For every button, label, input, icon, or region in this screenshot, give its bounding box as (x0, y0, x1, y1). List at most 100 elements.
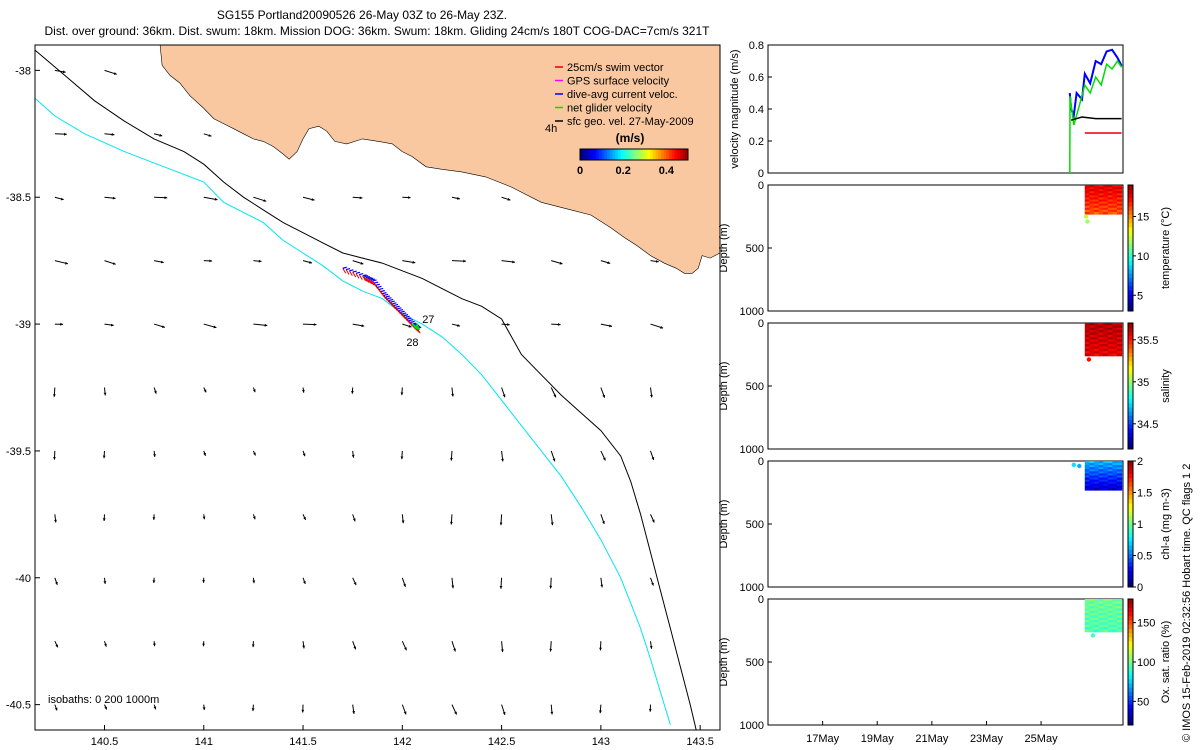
profile-cell (1084, 467, 1090, 470)
cbar-tick-label: 2 (1137, 456, 1143, 468)
profile-outlier (1085, 219, 1090, 224)
cbar-cell (1128, 264, 1133, 270)
profile-cell (1094, 201, 1100, 205)
profile-cell (1084, 337, 1090, 340)
profile-cell (1094, 341, 1100, 345)
sfc-vel-arrowhead (162, 325, 165, 328)
sfc-vel-arrowhead (403, 583, 406, 587)
profile-cell (1098, 191, 1104, 194)
x-tick-label: 140.5 (91, 736, 119, 748)
cbar-cell (1128, 645, 1133, 650)
profile-cell (1094, 203, 1100, 207)
swim-vector (401, 313, 406, 320)
profile-cell (1098, 601, 1104, 605)
depth-axis-label: Depth (m) (718, 638, 730, 687)
profile-cell (1084, 624, 1090, 628)
profile-cell (1117, 351, 1123, 354)
dac-vector (393, 303, 399, 307)
profile-cell (1098, 344, 1104, 347)
sfc-vel-arrowhead (301, 709, 305, 713)
map-frame (34, 44, 721, 731)
swim-vector (406, 318, 411, 325)
profile-cell (1084, 601, 1090, 605)
profile-cell (1089, 613, 1095, 616)
profile-cell (1112, 203, 1118, 207)
profile-cell (1107, 608, 1113, 612)
cbar-cell (1128, 227, 1133, 232)
sfc-vel-arrowhead (552, 458, 556, 462)
sfc-vel-arrowhead (602, 457, 606, 461)
depth-tick-label: 0 (758, 318, 764, 330)
profile-cell (1112, 471, 1118, 475)
cbar-cell (1128, 369, 1133, 374)
colorbar-cell (582, 149, 586, 160)
sfc-vel-arrowhead (213, 325, 217, 329)
profile-cell (1103, 610, 1109, 614)
colorbar-cell (669, 149, 673, 160)
sfc-vel-arrowhead (303, 581, 306, 584)
sfc-vel-arrowhead (104, 643, 107, 647)
cbar-cell (1128, 649, 1133, 655)
sfc-vel-arrowhead (501, 649, 504, 653)
colorbar-cell (598, 149, 603, 160)
profile-cell (1103, 620, 1109, 623)
track-label: 27 (422, 314, 434, 326)
cbar-tick-label: 1 (1137, 519, 1143, 531)
profile-cell (1094, 323, 1100, 326)
profile-cell (1103, 475, 1109, 479)
swim-vector (403, 315, 408, 321)
swim-vector (368, 278, 373, 285)
cbar-cell (1128, 603, 1133, 608)
depth-tick-label: 500 (746, 381, 764, 393)
profile-cell (1117, 197, 1123, 201)
cbar-cell (1128, 494, 1133, 500)
profile-cell (1112, 606, 1118, 609)
profile-cell (1103, 483, 1109, 487)
profile-cell (1098, 201, 1104, 205)
cbar-cell (1128, 624, 1133, 629)
profile-cell (1098, 615, 1104, 619)
cbar-cell (1128, 222, 1133, 228)
sfc-vel-arrowhead (102, 518, 106, 521)
profile-cell (1112, 207, 1118, 211)
swim-vector (405, 317, 410, 323)
profile-cell (1112, 481, 1118, 485)
time-tick-label: 19May (861, 733, 895, 745)
profile-cell (1098, 465, 1104, 468)
profile-cell (1117, 344, 1123, 347)
sfc-vel-arrowhead (53, 394, 56, 397)
profile-cell (1089, 469, 1095, 472)
cbar-cell (1128, 574, 1133, 580)
sfc-vel-arrowhead (401, 520, 405, 524)
profile-cell (1098, 624, 1104, 628)
dac-vector (345, 267, 351, 271)
cbar-tick-label: 100 (1137, 657, 1155, 669)
cbar-cell (1128, 486, 1133, 491)
depth-tick-label: 500 (746, 519, 764, 531)
cbar-cell (1128, 670, 1133, 676)
profile-cell (1103, 191, 1109, 194)
profile-cell (1107, 610, 1113, 614)
cbar-cell (1128, 691, 1133, 697)
cbar-cell (1128, 524, 1133, 529)
profile-cell (1112, 603, 1118, 607)
profile-cell (1107, 334, 1113, 338)
profile-cell (1107, 330, 1113, 333)
sfc-vel-arrowhead (152, 517, 156, 520)
depth-tick-label: 1000 (740, 582, 764, 594)
profile-cell (1103, 471, 1109, 475)
profile-cell (1117, 471, 1123, 475)
profile-cell (1112, 332, 1118, 336)
cbar-cell (1128, 214, 1133, 220)
sfc-vel-arrowhead (351, 454, 355, 458)
sfc-vel-arrowhead (599, 710, 602, 714)
profile-cell (1094, 195, 1100, 198)
profile-cell (1117, 463, 1123, 466)
profile-cell (1103, 608, 1109, 612)
profile-cell (1089, 341, 1095, 345)
profile-cell (1098, 332, 1104, 336)
profile-cell (1117, 209, 1123, 213)
cbar-cell (1128, 432, 1133, 437)
profile-cell (1089, 487, 1095, 491)
profile-cell (1107, 199, 1113, 203)
